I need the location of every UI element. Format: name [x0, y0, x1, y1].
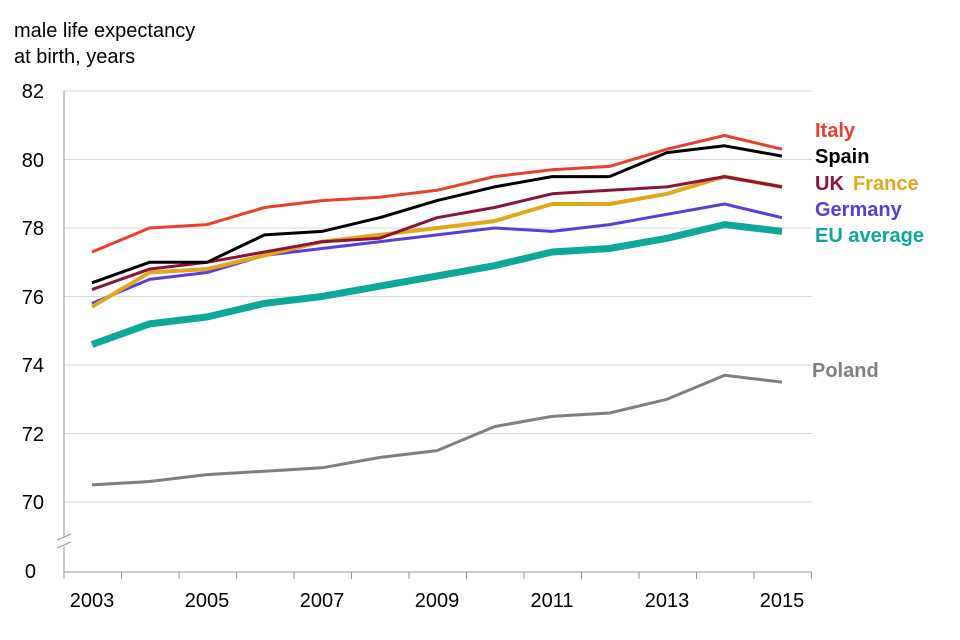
y-tick-label-0: 0 — [25, 561, 36, 583]
legend-france: France — [853, 173, 919, 195]
legend-poland: Poland — [812, 360, 879, 382]
series-line-eu-average — [90, 221, 783, 348]
axis-break-marker — [56, 533, 72, 549]
legend-uk: UK — [815, 173, 844, 195]
legend-eu-average: EU average — [815, 225, 924, 247]
gridlines — [64, 90, 812, 503]
series-line-germany — [91, 202, 783, 305]
x-tick-label-2011: 2011 — [530, 590, 573, 612]
series-line-italy — [91, 134, 783, 254]
series-line-spain — [91, 144, 783, 285]
x-tick-label-2005: 2005 — [185, 590, 230, 612]
y-tick-label-78: 78 — [22, 218, 44, 240]
x-tick-label-2015: 2015 — [760, 590, 805, 612]
y-tick-label-80: 80 — [22, 150, 44, 172]
x-tick-label-2013: 2013 — [645, 590, 690, 612]
y-tick-label-70: 70 — [22, 492, 44, 514]
y-axis-title-line-2: at birth, years — [14, 46, 135, 68]
y-tick-label-82: 82 — [22, 81, 44, 103]
series-line-poland — [91, 373, 783, 487]
axis-ticks — [63, 572, 812, 579]
x-tick-label-2007: 2007 — [300, 590, 345, 612]
y-tick-label-76: 76 — [22, 287, 44, 309]
x-tick-label-2009: 2009 — [415, 590, 460, 612]
x-tick-label-2003: 2003 — [70, 590, 115, 612]
series-line-france — [90, 174, 783, 309]
legend-germany: Germany — [815, 199, 903, 221]
legend-spain: Spain — [815, 146, 869, 168]
y-axis-title-line-1: male life expectancy — [14, 20, 195, 42]
series-lines — [90, 134, 783, 487]
legend-italy: Italy — [815, 120, 856, 142]
y-tick-label-74: 74 — [22, 355, 44, 377]
y-tick-label-72: 72 — [22, 424, 44, 446]
